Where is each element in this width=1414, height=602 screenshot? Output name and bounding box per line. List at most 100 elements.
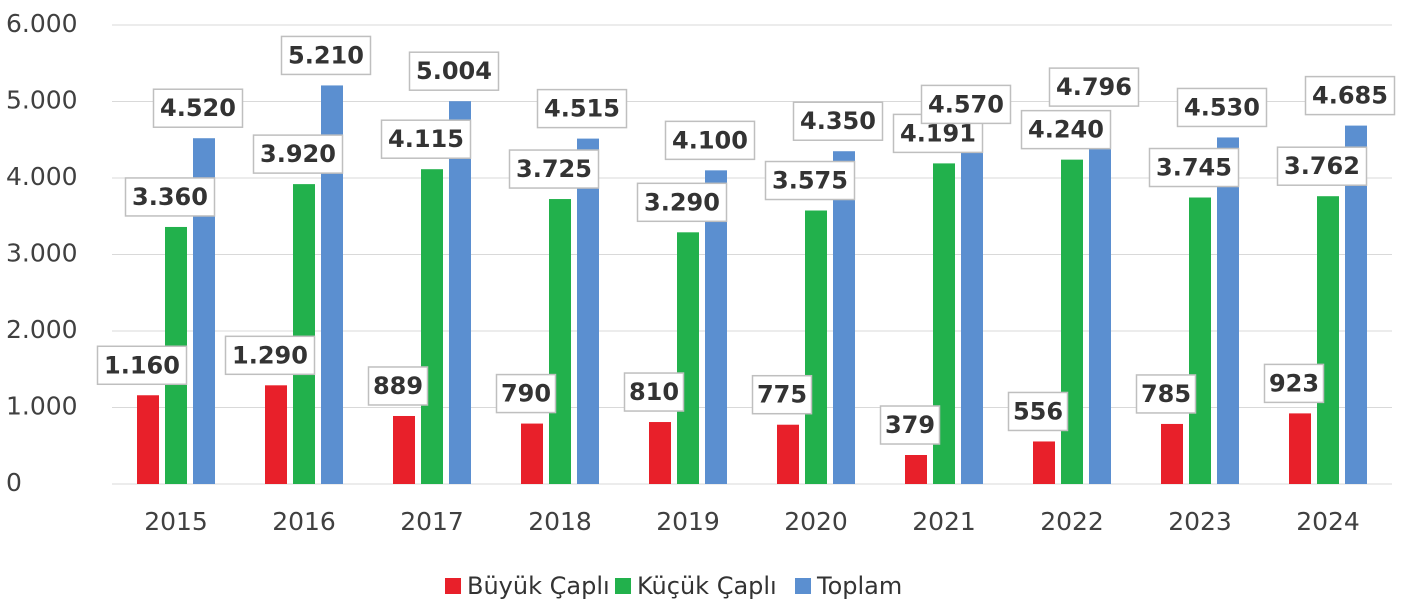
data-label: 3.920 (260, 140, 336, 168)
label-box (536, 88, 628, 129)
data-label: 4.350 (800, 107, 876, 135)
label-box (1020, 109, 1112, 150)
data-label: 3.575 (772, 167, 848, 195)
y-tick-label: 4.000 (6, 162, 78, 191)
bar (1061, 159, 1083, 484)
label-box (1148, 147, 1240, 188)
y-tick-label: 1.000 (6, 392, 78, 421)
bar (421, 169, 443, 484)
data-label: 4.520 (160, 94, 236, 122)
label-box (664, 120, 756, 161)
y-tick-label: 0 (6, 468, 22, 497)
bar (393, 415, 415, 484)
x-tick-label: 2018 (528, 507, 592, 536)
bar (1189, 197, 1211, 484)
bar (933, 163, 955, 485)
data-label: 5.004 (416, 57, 492, 85)
x-tick-label: 2021 (912, 507, 976, 536)
data-label: 4.115 (388, 125, 464, 153)
bar (265, 385, 287, 484)
data-label: 4.515 (544, 95, 620, 123)
x-tick-label: 2017 (400, 507, 464, 536)
x-tick-label: 2024 (1296, 507, 1360, 536)
data-label: 3.762 (1284, 152, 1360, 180)
label-box (495, 373, 557, 414)
bar (705, 170, 727, 484)
bar (549, 199, 571, 484)
label-box (380, 119, 472, 159)
bar (1033, 441, 1055, 484)
label-box (1263, 363, 1325, 404)
x-tick-label: 2019 (656, 507, 720, 536)
data-label: 810 (629, 378, 679, 406)
label-box (751, 374, 813, 415)
data-label: 4.240 (1028, 116, 1104, 144)
data-label: 556 (1013, 397, 1063, 425)
data-label: 3.360 (132, 183, 208, 211)
data-label: 5.210 (288, 41, 364, 69)
data-label: 3.745 (1156, 154, 1232, 182)
label-box (96, 345, 188, 386)
bar (1089, 117, 1111, 484)
data-label: 4.796 (1056, 73, 1132, 101)
bar (577, 138, 599, 485)
x-tick-label: 2023 (1168, 507, 1232, 536)
label-box (508, 149, 600, 189)
bar (905, 455, 927, 484)
data-label: 1.160 (104, 351, 180, 379)
data-label: 4.685 (1312, 82, 1388, 110)
label-box (636, 182, 728, 223)
label-box (408, 51, 500, 91)
label-box (124, 177, 216, 217)
label-box (367, 366, 429, 406)
data-label: 1.290 (232, 341, 308, 369)
data-label: 889 (373, 372, 423, 400)
bar (777, 424, 799, 484)
bar (137, 395, 159, 484)
label-box (1007, 391, 1069, 432)
data-label: 379 (885, 411, 935, 439)
x-tick-label: 2020 (784, 507, 848, 536)
bar (293, 184, 315, 484)
data-label: 775 (757, 381, 807, 409)
legend-label: Toplam (816, 572, 902, 600)
bar (1161, 423, 1183, 484)
label-box (792, 101, 884, 141)
data-label: 790 (501, 380, 551, 408)
bar (1289, 413, 1311, 484)
y-tick-label: 6.000 (6, 9, 78, 38)
data-label: 3.725 (516, 155, 592, 183)
bar (449, 101, 471, 484)
bar (521, 423, 543, 484)
label-box (623, 372, 685, 412)
legend-swatch (795, 578, 811, 594)
label-box (224, 335, 316, 376)
x-tick-label: 2016 (272, 507, 336, 536)
y-tick-label: 2.000 (6, 315, 78, 344)
legend-swatch (615, 578, 631, 594)
label-box (280, 35, 372, 76)
label-box (879, 405, 941, 445)
data-label: 4.570 (928, 90, 1004, 118)
legend-swatch (445, 578, 461, 594)
label-box (764, 160, 856, 201)
label-box (1176, 87, 1268, 128)
label-box (1048, 67, 1140, 107)
bar (321, 85, 343, 484)
bar (833, 151, 855, 484)
label-box (152, 88, 244, 128)
bar (1345, 125, 1367, 484)
bar (649, 422, 671, 484)
label-box (252, 134, 344, 174)
bar (961, 134, 983, 484)
y-tick-label: 5.000 (6, 86, 78, 115)
data-label: 3.290 (644, 188, 720, 216)
x-tick-label: 2022 (1040, 507, 1104, 536)
bar (1317, 196, 1339, 484)
bar (1217, 137, 1239, 484)
data-label: 785 (1141, 380, 1191, 408)
bar (193, 138, 215, 484)
legend-label: Büyük Çaplı (467, 572, 610, 600)
x-tick-label: 2015 (144, 507, 208, 536)
